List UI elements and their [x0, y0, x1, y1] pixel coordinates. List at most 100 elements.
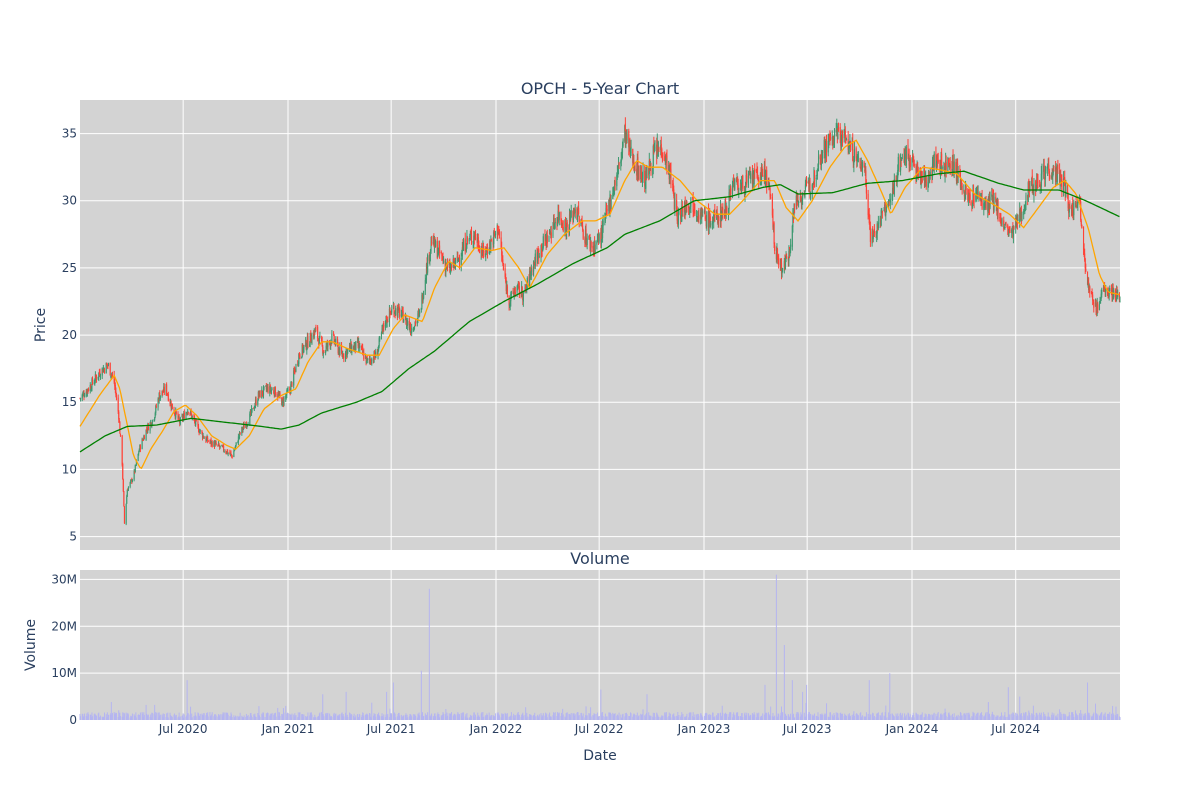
volume-bar[interactable] — [668, 716, 670, 720]
volume-bar[interactable] — [282, 708, 284, 720]
volume-bar[interactable] — [709, 714, 711, 720]
candle-body[interactable] — [920, 172, 922, 186]
candle-body[interactable] — [755, 170, 757, 172]
candle-body[interactable] — [405, 320, 408, 326]
volume-bar[interactable] — [865, 716, 867, 720]
volume-bar[interactable] — [983, 716, 985, 720]
volume-bar[interactable] — [301, 714, 303, 720]
volume-bar[interactable] — [429, 715, 431, 720]
volume-bar[interactable] — [768, 714, 770, 720]
volume-bar[interactable] — [309, 715, 311, 720]
volume-bar[interactable] — [967, 714, 969, 720]
volume-bar[interactable] — [485, 715, 487, 720]
volume-bar[interactable] — [901, 716, 903, 720]
candle-body[interactable] — [636, 168, 638, 176]
volume-bar[interactable] — [845, 715, 847, 720]
candle-body[interactable] — [873, 228, 875, 234]
candle-body[interactable] — [322, 352, 324, 355]
volume-bar[interactable] — [645, 714, 647, 720]
candle-body[interactable] — [327, 341, 329, 347]
volume-bar[interactable] — [142, 716, 144, 720]
volume-bar[interactable] — [1032, 705, 1034, 720]
volume-bar[interactable] — [201, 713, 203, 720]
volume-bar[interactable] — [310, 713, 312, 720]
candle-body[interactable] — [1053, 166, 1055, 168]
candle-body[interactable] — [794, 206, 796, 207]
candle-body[interactable] — [955, 162, 957, 172]
volume-bar[interactable] — [754, 714, 756, 720]
candle-body[interactable] — [542, 236, 544, 248]
volume-bar[interactable] — [231, 716, 233, 720]
candle-body[interactable] — [354, 342, 356, 348]
volume-bar[interactable] — [478, 716, 480, 720]
candle-body[interactable] — [802, 193, 804, 199]
volume-bar[interactable] — [98, 712, 100, 720]
volume-bar[interactable] — [533, 715, 535, 720]
series-line-ma-long[interactable] — [79, 170, 1120, 453]
volume-bar[interactable] — [722, 712, 724, 720]
candle-body[interactable] — [672, 183, 674, 191]
candle-body[interactable] — [343, 356, 345, 358]
candle-body[interactable] — [201, 430, 203, 433]
candle-body[interactable] — [398, 305, 400, 310]
volume-bar[interactable] — [134, 715, 136, 720]
candle-body[interactable] — [223, 445, 225, 451]
candle-body[interactable] — [917, 166, 919, 173]
candle-body[interactable] — [963, 191, 965, 197]
candle-body[interactable] — [461, 247, 463, 257]
candle-body[interactable] — [442, 256, 444, 262]
volume-bar[interactable] — [977, 712, 979, 720]
candle-body[interactable] — [422, 298, 424, 302]
volume-bar[interactable] — [987, 702, 989, 720]
volume-bar[interactable] — [490, 715, 492, 720]
candle-body[interactable] — [944, 168, 946, 176]
candle-body[interactable] — [582, 229, 584, 239]
candle-body[interactable] — [407, 321, 409, 326]
volume-bar[interactable] — [123, 712, 125, 720]
candle-body[interactable] — [774, 245, 776, 251]
candle-body[interactable] — [497, 225, 499, 235]
volume-bar[interactable] — [219, 714, 221, 720]
candle-body[interactable] — [597, 233, 599, 241]
candle-body[interactable] — [101, 368, 103, 376]
candle-body[interactable] — [757, 173, 759, 176]
candle-body[interactable] — [941, 153, 943, 171]
volume-bar[interactable] — [1051, 714, 1053, 720]
candle-body[interactable] — [1069, 206, 1071, 209]
candle-body[interactable] — [608, 199, 610, 212]
volume-bar[interactable] — [873, 715, 875, 720]
candle-body[interactable] — [709, 214, 711, 217]
candle-body[interactable] — [751, 172, 753, 185]
volume-bar[interactable] — [546, 717, 548, 720]
candle-body[interactable] — [552, 228, 554, 237]
candle-body[interactable] — [337, 344, 339, 354]
volume-bar[interactable] — [1016, 713, 1018, 720]
candle-body[interactable] — [940, 155, 942, 167]
candle-body[interactable] — [287, 389, 289, 391]
candle-body[interactable] — [297, 362, 299, 364]
volume-bar[interactable] — [720, 712, 722, 720]
volume-bar[interactable] — [147, 714, 149, 720]
candle-body[interactable] — [501, 247, 503, 256]
candle-body[interactable] — [310, 333, 312, 342]
volume-bar[interactable] — [1067, 716, 1069, 720]
candle-body[interactable] — [901, 157, 903, 160]
volume-bar[interactable] — [472, 715, 474, 720]
volume-bar[interactable] — [892, 715, 894, 720]
volume-bar[interactable] — [241, 716, 243, 720]
candle-body[interactable] — [761, 166, 763, 180]
volume-bar[interactable] — [565, 713, 567, 720]
candle-body[interactable] — [658, 148, 660, 150]
candle-body[interactable] — [210, 439, 212, 445]
volume-bar[interactable] — [586, 715, 588, 720]
volume-bar[interactable] — [721, 705, 723, 720]
volume-bar[interactable] — [411, 716, 413, 720]
volume-bar[interactable] — [1088, 713, 1090, 720]
volume-bar[interactable] — [917, 714, 919, 720]
candle-body[interactable] — [1048, 170, 1050, 176]
candle-body[interactable] — [231, 454, 233, 456]
candle-body[interactable] — [105, 363, 107, 374]
volume-bar[interactable] — [653, 717, 655, 720]
volume-bar[interactable] — [126, 716, 128, 720]
candle-body[interactable] — [648, 168, 650, 176]
